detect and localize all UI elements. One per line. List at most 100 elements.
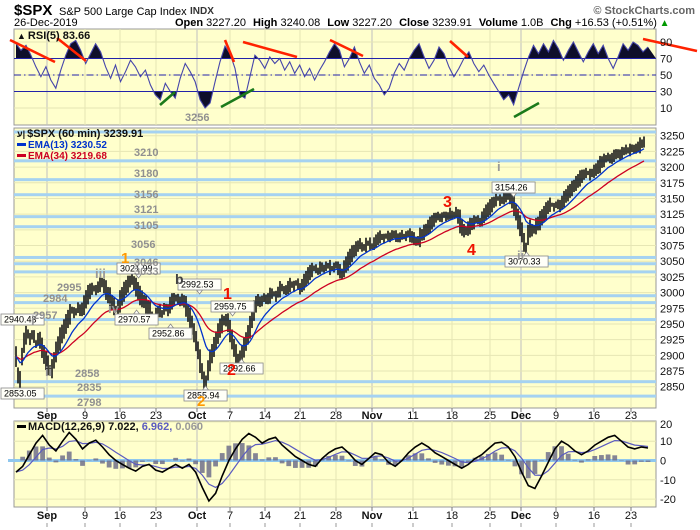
price-bar [237, 353, 239, 364]
price-callout: 2992.53 [177, 278, 222, 295]
price-bar [425, 223, 427, 236]
price-bar [615, 149, 617, 160]
macd-histogram-bar [519, 460, 524, 475]
price-bar [125, 279, 127, 296]
price-bar [365, 237, 367, 253]
x-axis-label: 9 [553, 410, 559, 422]
macd-histogram-bar [293, 460, 298, 468]
macd-histogram-bar [512, 460, 518, 467]
price-bar [269, 287, 271, 304]
rsi-ytick: 30 [660, 87, 672, 99]
price-bar [47, 355, 49, 376]
elliott-wave-label: 2 [197, 393, 205, 410]
price-bar [207, 360, 209, 381]
level-label: 2957 [33, 310, 57, 322]
price-bar [97, 281, 99, 293]
price-bar [347, 251, 349, 271]
price-bar [469, 217, 471, 235]
macd-histogram-bar [279, 460, 285, 464]
price-bar [303, 273, 305, 291]
price-ytick: 3025 [660, 272, 684, 284]
price-bar [53, 352, 55, 369]
macd-histogram-bar [259, 459, 265, 461]
x-axis-label: Oct [188, 410, 207, 422]
price-bar [643, 136, 645, 148]
price-bar [373, 237, 375, 250]
price-bar [243, 337, 245, 358]
level-label: 2984 [43, 293, 68, 305]
price-bar [333, 262, 335, 273]
price-bar [357, 240, 359, 252]
price-bar [315, 264, 317, 274]
price-bar [393, 230, 395, 239]
x-axis-label: 18 [446, 510, 458, 522]
level-label: 3105 [134, 220, 158, 232]
macd-histogram-bar [239, 443, 245, 461]
level-label: 3056 [131, 239, 155, 251]
price-ytick: 2900 [660, 350, 684, 362]
price-bar [519, 215, 521, 237]
price-bar [345, 256, 347, 273]
elliott-wave-label: ii [517, 248, 524, 263]
macd-histogram-bar [525, 460, 531, 479]
price-bar [613, 149, 615, 162]
quote-label: Open [175, 17, 204, 29]
macd-histogram-bar [126, 460, 132, 469]
macd-histogram-bar [346, 460, 352, 462]
macd-histogram-bar [645, 460, 651, 462]
quote-value: 3227.20 [349, 17, 393, 29]
macd-histogram-bar [339, 455, 345, 461]
level-label: 3033 [134, 266, 158, 278]
price-bar [73, 307, 75, 319]
price-bar [331, 265, 333, 271]
price-bar [423, 224, 425, 241]
macd-histogram-bar [419, 453, 425, 461]
price-bar [533, 225, 535, 234]
price-bar [447, 212, 449, 220]
elliott-wave-label: b [175, 271, 184, 287]
macd-histogram-bar [632, 460, 638, 465]
macd-legend: MACD(12,26,9) 7.022, 6.962, 0.060 [17, 421, 203, 433]
rsi-ytick: 50 [660, 70, 672, 82]
macd-histogram-bar [379, 459, 385, 461]
rsi-ytick: 10 [660, 103, 672, 115]
price-bar [63, 319, 65, 339]
macd-histogram-bar [233, 443, 238, 461]
price-bar [587, 170, 589, 176]
level-label: 2835 [77, 382, 101, 394]
macd-histogram-bar [392, 460, 398, 466]
rsi-legend: ▲ RSI(5) 83.66 [17, 30, 90, 42]
price-bar [307, 267, 309, 284]
price-ytick: 3200 [660, 162, 684, 174]
macd-swatch [17, 425, 26, 428]
price-bar [563, 190, 565, 208]
price-bar [625, 144, 627, 155]
macd-histogram-bar [412, 453, 418, 461]
price-bar [605, 155, 607, 163]
price-bar [25, 325, 27, 345]
price-bar [409, 228, 411, 243]
price-bar [177, 293, 179, 304]
x-axis-label: 23 [625, 410, 637, 422]
macd-histogram-bar [326, 456, 332, 461]
price-bar [261, 295, 263, 307]
price-bar [507, 192, 509, 200]
price-bar [101, 277, 103, 288]
price-legend: ע| $SPX (60 min) 3239.91 [17, 128, 143, 140]
x-axis-label: Nov [362, 510, 384, 522]
price-bar [309, 264, 311, 281]
price-bar [435, 212, 437, 223]
x-axis-label: 23 [625, 510, 637, 522]
price-bar [453, 211, 455, 218]
x-axis-label: 16 [588, 410, 600, 422]
price-bar [107, 286, 109, 304]
quote-label: Chg [550, 17, 572, 29]
price-bar [543, 205, 545, 222]
elliott-wave-label: iii [95, 266, 106, 281]
price-bar [275, 290, 277, 302]
price-bar [427, 219, 429, 235]
price-callout: 2892.66 [219, 358, 264, 375]
macd-histogram-bar [638, 460, 644, 462]
svg-text:3070.33: 3070.33 [508, 257, 541, 267]
